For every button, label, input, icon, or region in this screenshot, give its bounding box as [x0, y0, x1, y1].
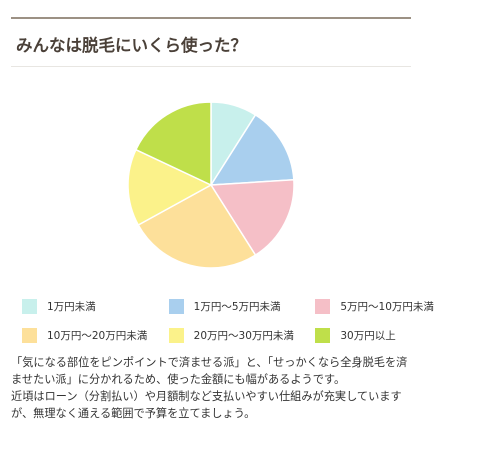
pie-slice-6 [134, 101, 212, 187]
description-paragraph: 「気になる部位をピンポイントで済ませる派」と、「せっかくなら全身脱毛を済ませたい… [11, 356, 408, 386]
pie-chart [127, 101, 295, 269]
legend-label: 20万円〜30万円未満 [193, 329, 294, 342]
legend-item-100k-200k: 10万円〜20万円未満 [22, 327, 169, 343]
legend-swatch [168, 298, 184, 314]
legend-item-under-10k: 1万円未満 [22, 298, 169, 314]
legend-label: 10万円〜20万円未満 [47, 329, 148, 342]
legend-row: 1万円未満 1万円〜5万円未満 5万円〜10万円未満 [22, 293, 462, 319]
pie-slice-2 [209, 113, 295, 186]
legend-swatch [315, 327, 331, 343]
legend-swatch [168, 327, 184, 343]
legend-label: 1万円〜5万円未満 [193, 300, 281, 313]
title-divider [11, 66, 411, 67]
description-text: 「気になる部位をピンポイントで済ませる派」と、「せっかくなら全身脱毛を済ませたい… [11, 354, 416, 422]
pie-slice-3 [209, 178, 295, 257]
chart-legend: 1万円未満 1万円〜5万円未満 5万円〜10万円未満 10万円〜20万円未満 2… [22, 293, 462, 351]
legend-item-50k-100k: 5万円〜10万円未満 [315, 298, 462, 314]
legend-row: 10万円〜20万円未満 20万円〜30万円未満 30万円以上 [22, 322, 462, 348]
legend-label: 30万円以上 [340, 329, 396, 342]
legend-swatch [315, 298, 331, 314]
legend-item-200k-300k: 20万円〜30万円未満 [168, 327, 316, 343]
legend-label: 1万円未満 [47, 300, 96, 313]
pie-slice-4 [137, 184, 257, 269]
legend-label: 5万円〜10万円未満 [340, 300, 434, 313]
pie-slice-5 [127, 148, 213, 227]
legend-item-10k-50k: 1万円〜5万円未満 [168, 298, 316, 314]
top-divider [11, 17, 411, 19]
section-title: みんなは脱毛にいくら使った？ [16, 36, 247, 55]
description-paragraph: 近頃はローン（分割払い）や月額制など支払いやすい仕組みが充実していますが、無理な… [11, 390, 402, 420]
legend-swatch [22, 327, 37, 343]
legend-item-over-300k: 30万円以上 [315, 327, 462, 343]
legend-swatch [22, 298, 37, 314]
